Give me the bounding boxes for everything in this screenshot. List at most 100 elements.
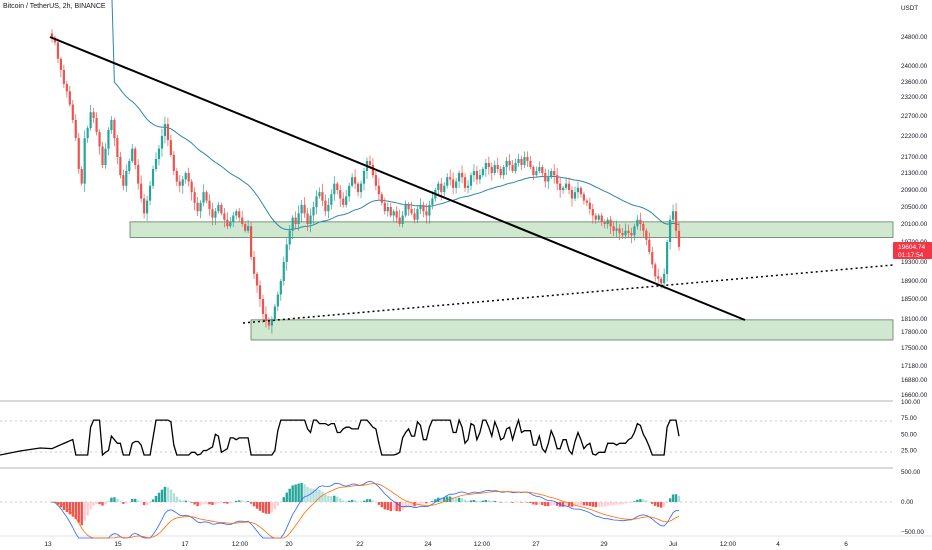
candle-body bbox=[196, 202, 199, 212]
macd-bar bbox=[615, 502, 618, 505]
candle-body bbox=[122, 175, 125, 186]
macd-bar bbox=[567, 502, 571, 507]
candle-body bbox=[294, 217, 297, 224]
macd-bar bbox=[148, 502, 152, 503]
candle-body bbox=[514, 163, 517, 171]
macd-bar bbox=[333, 495, 336, 502]
macd-bar bbox=[74, 502, 77, 520]
candle-body bbox=[95, 118, 98, 132]
time-tick-label: 15 bbox=[114, 541, 122, 548]
candle-body bbox=[455, 181, 458, 188]
price-tick-label: 19300.00 bbox=[901, 259, 928, 266]
rsi-axis: 100.00 75.00 50.00 25.00 bbox=[901, 399, 921, 455]
support-zone[interactable] bbox=[250, 319, 894, 341]
support-zone[interactable] bbox=[129, 221, 894, 238]
macd-bar bbox=[285, 492, 288, 502]
candle-body bbox=[50, 33, 54, 38]
macd-bar bbox=[267, 502, 271, 514]
macd-bar bbox=[232, 502, 235, 503]
candle-body bbox=[469, 175, 473, 186]
candle-body bbox=[627, 230, 630, 233]
macd-bar bbox=[270, 502, 274, 513]
macd-bar bbox=[217, 502, 220, 504]
macd-bar bbox=[630, 502, 633, 503]
candle-body bbox=[591, 209, 594, 216]
macd-bar bbox=[505, 501, 508, 503]
macd-bar bbox=[202, 502, 205, 505]
candle-body bbox=[496, 165, 499, 169]
candle-body bbox=[642, 224, 645, 231]
macd-bar bbox=[193, 502, 196, 505]
candle-body bbox=[660, 278, 663, 284]
macd-bar bbox=[624, 502, 627, 504]
macd-bar bbox=[362, 500, 366, 502]
macd-bar bbox=[591, 502, 595, 507]
candle-body bbox=[140, 183, 143, 199]
macd-bar bbox=[276, 502, 280, 506]
macd-bar bbox=[454, 498, 458, 502]
dotted-support-line[interactable] bbox=[242, 264, 894, 324]
macd-bar bbox=[359, 501, 363, 503]
macd-bar bbox=[550, 502, 553, 506]
rsi-tick-label: 50.00 bbox=[901, 431, 917, 438]
time-axis[interactable]: 13 15 17 12:00 20 22 24 12:00 27 29 Jul 12:00 4 6 bbox=[44, 541, 848, 548]
candle-body bbox=[303, 204, 306, 214]
time-tick-label: 20 bbox=[285, 541, 293, 548]
macd-bar bbox=[98, 502, 101, 505]
macd-bar bbox=[677, 495, 681, 502]
macd-bar bbox=[110, 497, 113, 502]
candle-body bbox=[134, 148, 137, 165]
macd-bar bbox=[636, 499, 639, 502]
candle-body bbox=[463, 177, 467, 188]
candle-body bbox=[422, 204, 425, 212]
candle-body bbox=[348, 185, 351, 197]
candle-body bbox=[395, 211, 398, 218]
candle-body bbox=[523, 157, 526, 165]
macd-bar bbox=[469, 500, 473, 502]
candle-body bbox=[359, 183, 363, 193]
price-tick-label: 24000.00 bbox=[901, 63, 928, 70]
candle-body bbox=[508, 161, 511, 165]
descending-trendline[interactable] bbox=[49, 36, 746, 321]
macd-bar bbox=[273, 502, 277, 510]
macd-bar bbox=[410, 502, 413, 507]
macd-bar bbox=[208, 502, 211, 505]
candle-body bbox=[377, 185, 380, 195]
candlestick-series bbox=[50, 29, 681, 334]
macd-bar bbox=[238, 500, 241, 502]
candle-body bbox=[588, 202, 591, 210]
macd-bar bbox=[220, 502, 223, 503]
candle-body bbox=[440, 183, 443, 193]
rsi-pane[interactable]: 100.00 75.00 50.00 25.00 bbox=[0, 399, 921, 457]
macd-bar bbox=[380, 502, 384, 508]
macd-bar bbox=[166, 487, 170, 502]
macd-bar bbox=[324, 494, 327, 502]
macd-bar bbox=[59, 502, 63, 508]
macd-bar bbox=[321, 491, 324, 502]
macd-bar bbox=[68, 502, 72, 515]
macd-bar bbox=[318, 489, 321, 502]
price-axis[interactable]: 24800.00 24000.00 23600.00 23200.00 22700.00… bbox=[901, 34, 928, 399]
macd-bar bbox=[125, 502, 128, 504]
macd-bar bbox=[116, 498, 119, 502]
candle-body bbox=[594, 215, 597, 220]
candle-body bbox=[241, 217, 244, 224]
candle-body bbox=[410, 209, 413, 214]
macd-bar bbox=[154, 495, 158, 502]
macd-bar bbox=[472, 500, 476, 502]
candle-body bbox=[520, 159, 523, 165]
candle-body bbox=[356, 183, 360, 193]
candle-body bbox=[205, 192, 208, 201]
candle-body bbox=[458, 173, 461, 182]
macd-pane[interactable]: 500.00 0.00 −500.00 bbox=[0, 469, 924, 539]
support-zones[interactable] bbox=[129, 221, 894, 341]
candle-body bbox=[383, 202, 386, 212]
price-tick-label: 23600.00 bbox=[901, 79, 928, 86]
macd-bar bbox=[151, 499, 155, 502]
macd-bar bbox=[235, 500, 238, 502]
candle-body bbox=[401, 215, 404, 224]
macd-bar bbox=[199, 502, 202, 506]
candle-body bbox=[137, 165, 140, 184]
macd-bar bbox=[368, 499, 372, 502]
